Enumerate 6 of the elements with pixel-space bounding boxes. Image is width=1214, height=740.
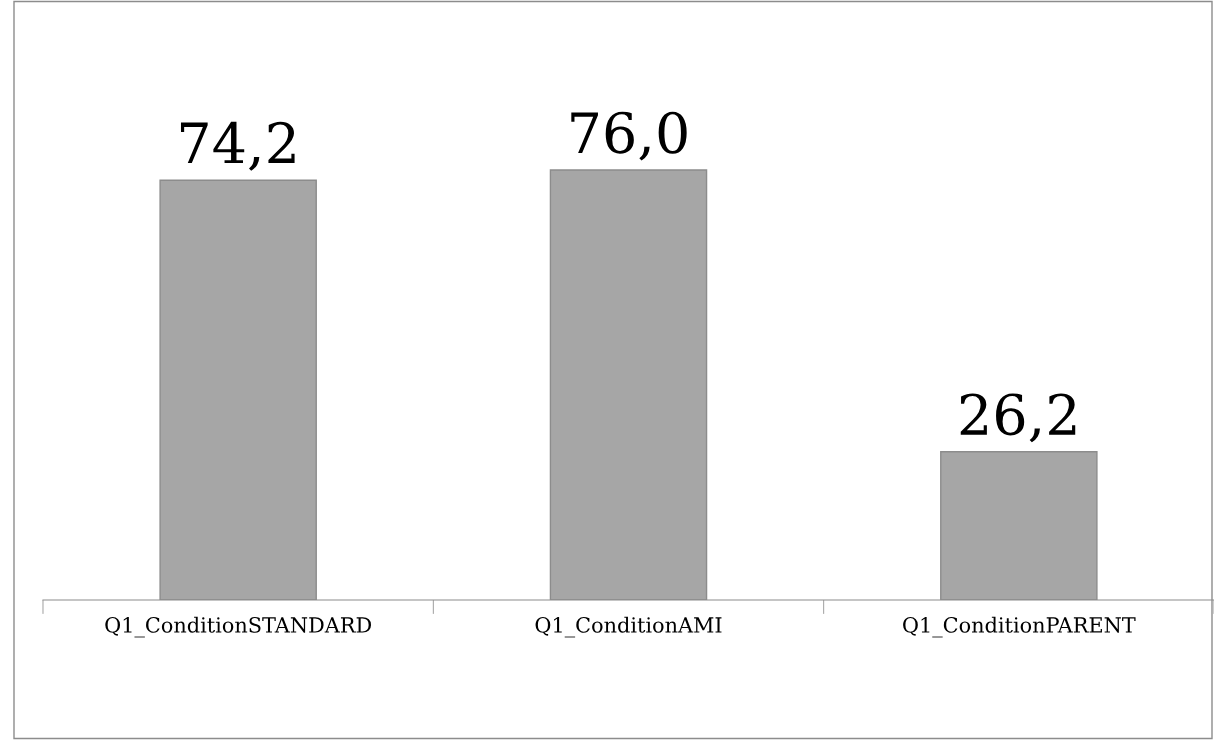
data-label: 26,2 [960,393,1076,443]
x-tick-label: Q1_ConditionSTANDARD [105,616,372,638]
data-label: 76,0 [571,111,687,161]
x-tick-label: Q1_ConditionAMI [535,616,722,638]
x-tick-label: Q1_ConditionPARENT [903,616,1136,638]
data-label: 74,2 [180,121,295,171]
